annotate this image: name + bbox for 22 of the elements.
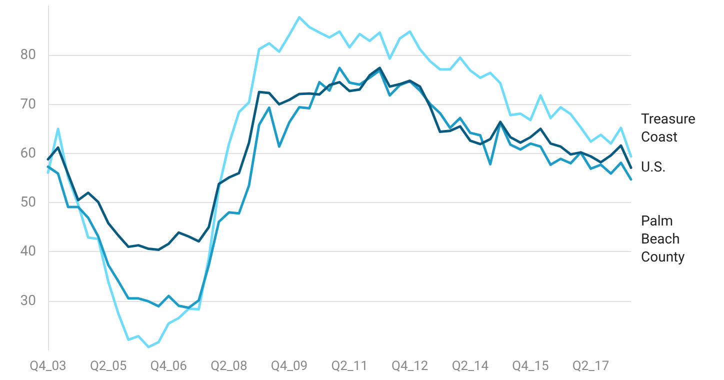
x-tick-label: Q2_05	[90, 359, 127, 374]
series-label: Treasure Coast	[641, 111, 696, 146]
x-tick-label: Q2_11	[331, 359, 368, 374]
x-tick-label: Q4_09	[270, 359, 308, 374]
x-tick-label: Q2_08	[210, 359, 248, 374]
line-series	[46, 66, 632, 251]
y-tick-label: 60	[20, 145, 36, 162]
y-tick-label: 30	[20, 292, 36, 309]
y-tick-label: 40	[20, 244, 36, 260]
x-tick-label: Q4_12	[391, 359, 428, 374]
line-series	[46, 66, 632, 309]
y-tick-label: 70	[20, 96, 36, 112]
x-tick-label: Q4_06	[150, 359, 187, 374]
x-tick-label: Q4_03	[30, 359, 66, 374]
series-label: U.S.	[641, 160, 666, 176]
x-tick-label: Q2_17	[572, 359, 610, 374]
line-series	[46, 16, 632, 348]
text: Palm Beach County	[641, 213, 686, 266]
y-tick-label: 50	[20, 194, 36, 211]
x-tick-label: Q4_15	[512, 359, 549, 374]
x-tick-label: Q2_14	[452, 359, 490, 374]
y-tick-label: 80	[20, 47, 36, 64]
